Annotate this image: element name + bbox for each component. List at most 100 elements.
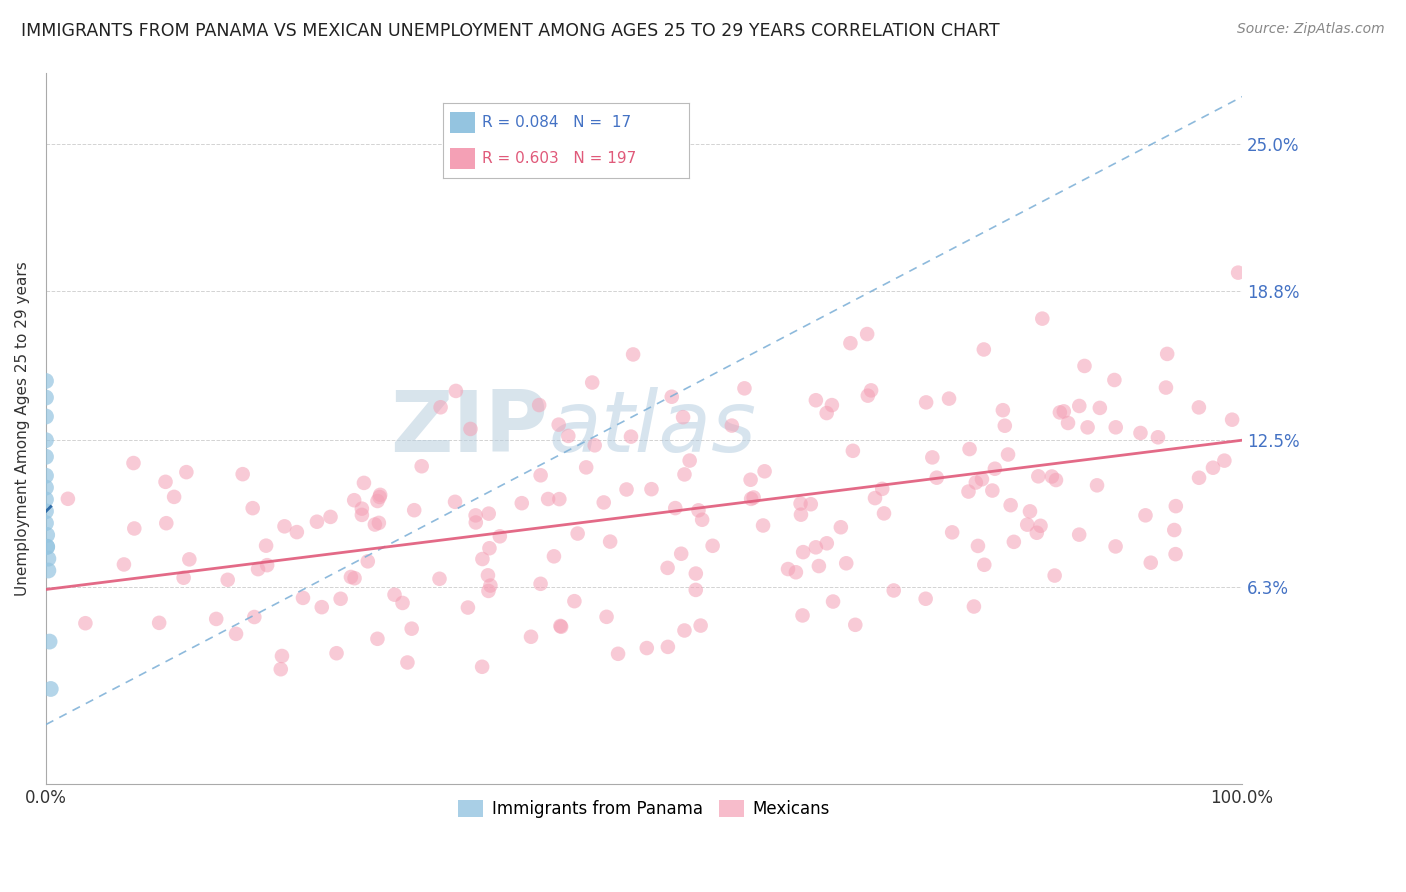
Point — [1085, 478, 1108, 492]
Point — [792, 608, 814, 623]
Point — [411, 459, 433, 474]
Point — [742, 491, 765, 505]
Point — [457, 600, 479, 615]
Point — [839, 336, 862, 351]
Point — [396, 656, 419, 670]
Point — [991, 403, 1014, 417]
Point — [925, 471, 948, 485]
Point — [217, 573, 239, 587]
Text: IMMIGRANTS FROM PANAMA VS MEXICAN UNEMPLOYMENT AMONG AGES 25 TO 29 YEARS CORRELA: IMMIGRANTS FROM PANAMA VS MEXICAN UNEMPL… — [21, 22, 1000, 40]
Point — [35, 450, 58, 464]
Point — [664, 501, 686, 516]
Point — [973, 343, 995, 357]
Point — [690, 513, 713, 527]
Point — [1069, 527, 1091, 541]
Point — [959, 442, 981, 456]
Point — [673, 467, 696, 482]
Text: atlas: atlas — [548, 387, 756, 470]
Point — [364, 517, 387, 532]
Point — [821, 594, 844, 608]
Point — [1029, 518, 1052, 533]
Point — [657, 561, 679, 575]
Point — [464, 516, 486, 530]
Point — [599, 534, 621, 549]
Point — [830, 520, 852, 534]
Point — [550, 619, 572, 633]
Point — [254, 539, 277, 553]
Point — [39, 681, 62, 696]
Point — [1188, 401, 1211, 415]
Point — [941, 525, 963, 540]
Point — [148, 615, 170, 630]
Point — [804, 393, 827, 408]
Point — [256, 558, 278, 573]
Point — [957, 484, 980, 499]
Point — [835, 556, 858, 570]
Point — [863, 491, 886, 505]
Point — [807, 559, 830, 574]
Point — [35, 391, 58, 405]
Point — [1104, 540, 1126, 554]
Point — [1019, 504, 1042, 518]
Point — [685, 566, 707, 581]
Point — [311, 600, 333, 615]
Point — [173, 571, 195, 585]
Point — [478, 507, 501, 521]
Point — [247, 562, 270, 576]
Point — [429, 572, 451, 586]
Point — [984, 461, 1007, 475]
Point — [938, 392, 960, 406]
Point — [815, 536, 838, 550]
Point — [1135, 508, 1157, 523]
Point — [471, 660, 494, 674]
Point — [35, 468, 58, 483]
Point — [548, 492, 571, 507]
Point — [35, 516, 58, 530]
Point — [176, 465, 198, 479]
Point — [776, 562, 799, 576]
Point — [789, 497, 811, 511]
Point — [1000, 498, 1022, 512]
Point — [478, 541, 501, 556]
Point — [1147, 430, 1170, 444]
Point — [1057, 416, 1080, 430]
Point — [792, 545, 814, 559]
Point — [1040, 469, 1063, 483]
Point — [557, 429, 579, 443]
Point — [122, 456, 145, 470]
Point — [1139, 556, 1161, 570]
Point — [550, 620, 572, 634]
Point — [1031, 311, 1053, 326]
Point — [520, 630, 543, 644]
Point — [567, 526, 589, 541]
Point — [243, 610, 266, 624]
Point — [273, 519, 295, 533]
Point — [1077, 420, 1099, 434]
Point — [1017, 517, 1039, 532]
Point — [1026, 469, 1049, 483]
Point — [75, 616, 97, 631]
Point — [575, 460, 598, 475]
Point — [581, 376, 603, 390]
Point — [353, 475, 375, 490]
Point — [325, 646, 347, 660]
Point — [530, 468, 553, 483]
Point — [343, 493, 366, 508]
Point — [685, 582, 707, 597]
Point — [661, 390, 683, 404]
Point — [1069, 399, 1091, 413]
Point — [35, 374, 58, 388]
Point — [205, 612, 228, 626]
Point — [702, 539, 724, 553]
Point — [242, 501, 264, 516]
Point — [1202, 460, 1225, 475]
Point — [856, 389, 879, 403]
Point — [673, 624, 696, 638]
Point — [1227, 266, 1250, 280]
Point — [350, 508, 373, 522]
Point — [1053, 404, 1076, 418]
Point — [343, 571, 366, 585]
Point — [537, 491, 560, 506]
Point — [366, 494, 388, 508]
Point — [620, 429, 643, 443]
